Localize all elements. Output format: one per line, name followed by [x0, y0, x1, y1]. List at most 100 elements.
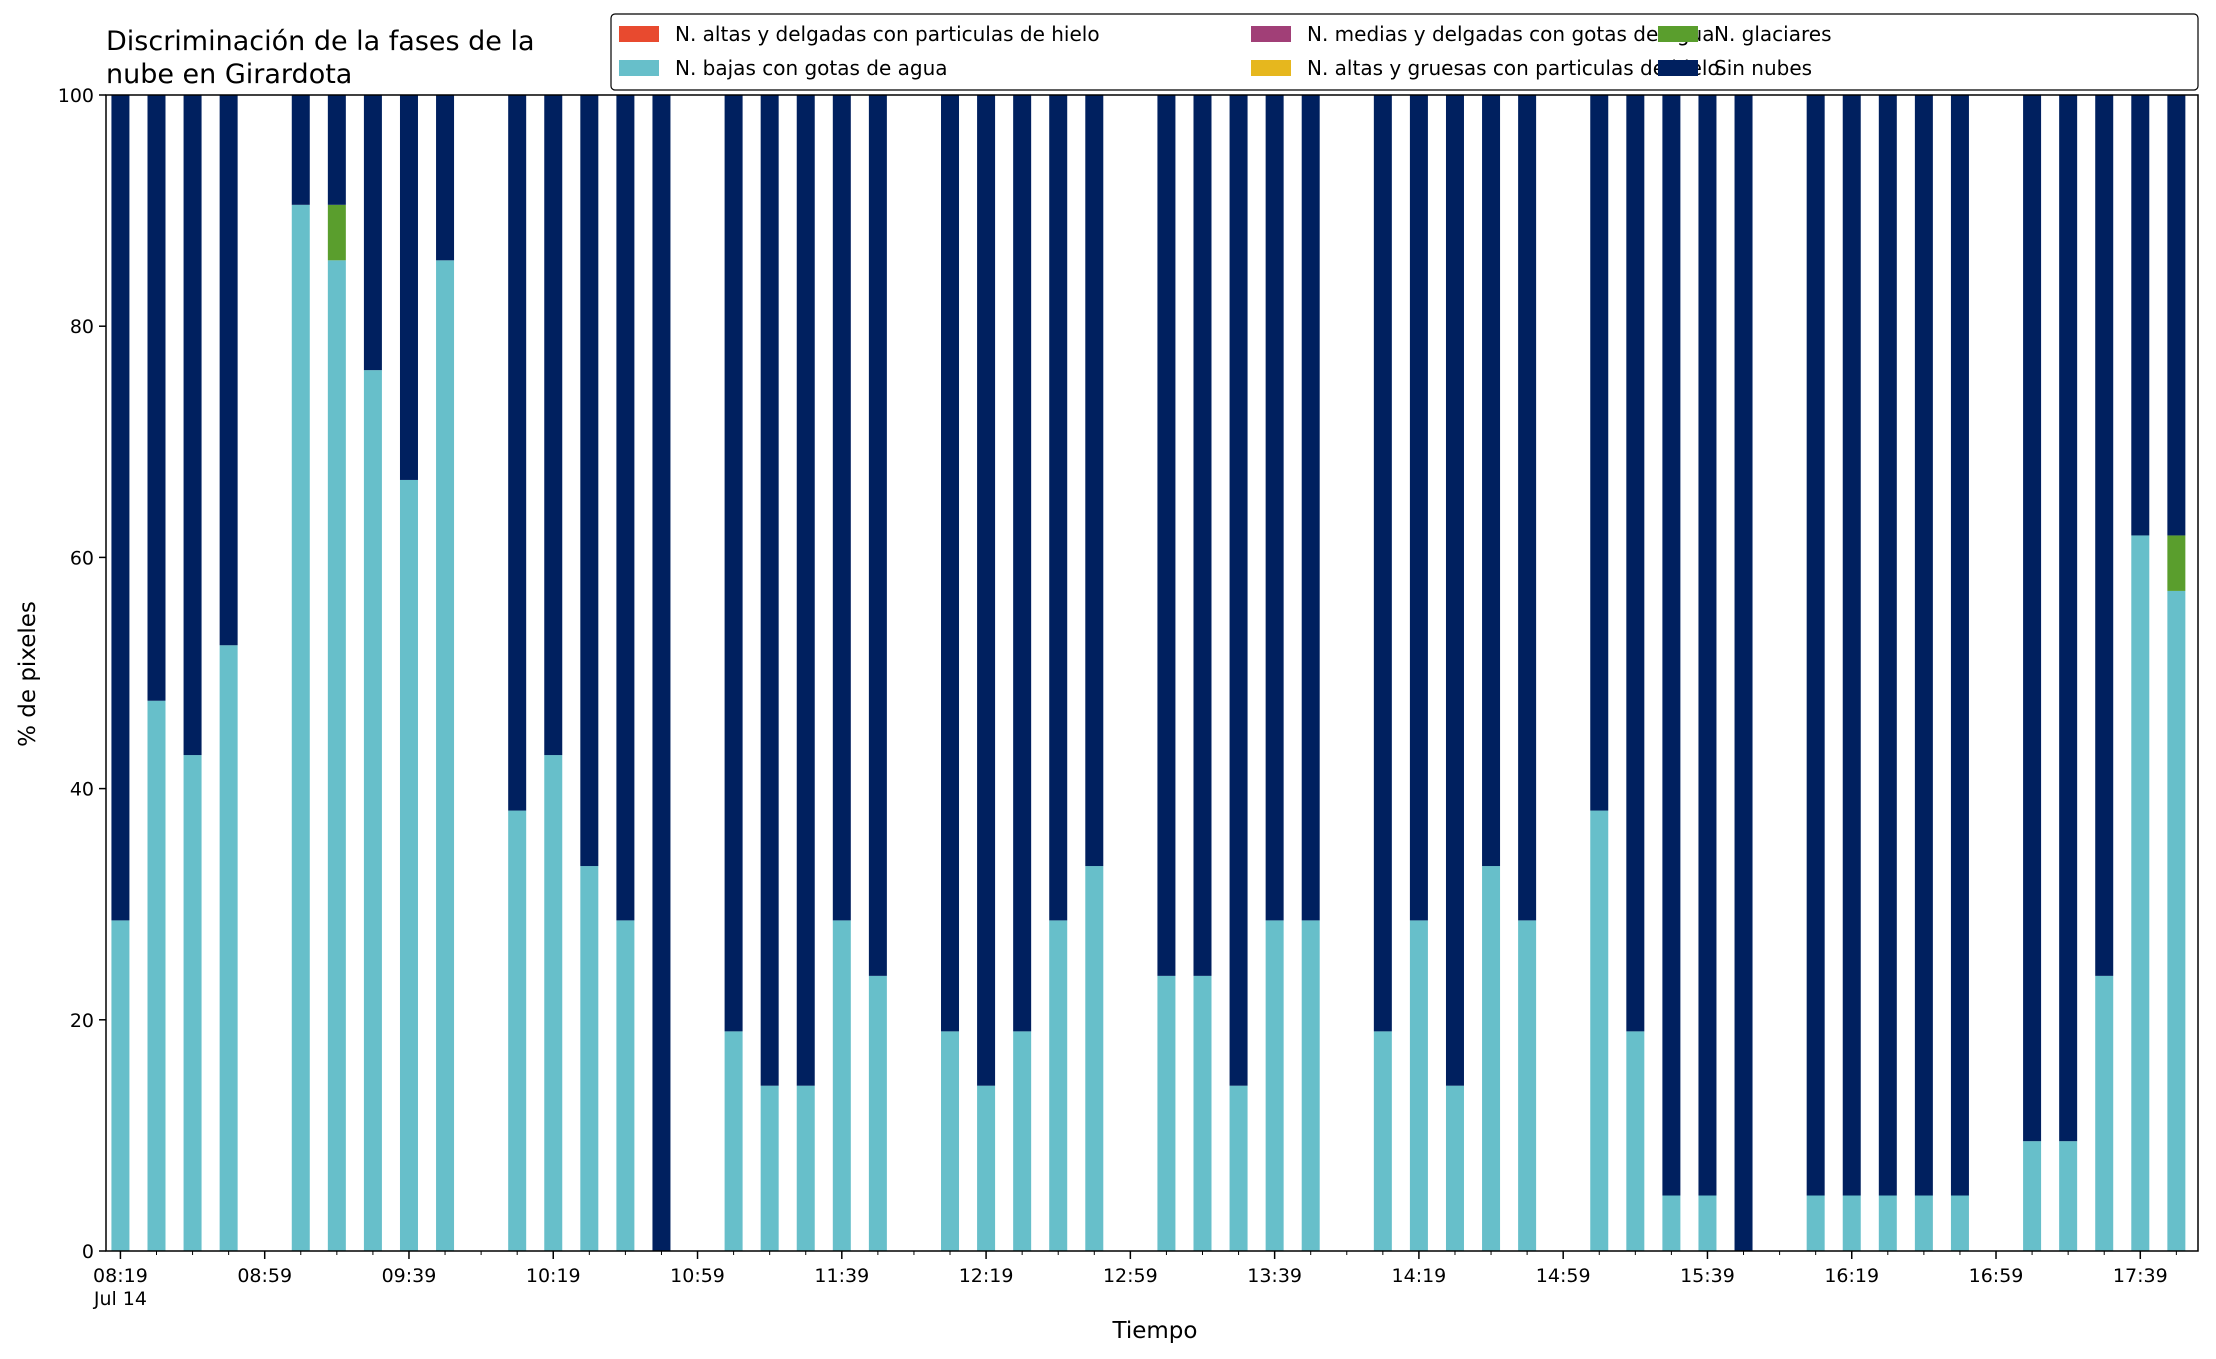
- legend-label: Sin nubes: [1714, 56, 1812, 80]
- legend-entry: Sin nubes: [1658, 56, 1812, 80]
- legend-entry: N. glaciares: [1658, 22, 1832, 46]
- bar-stack: [832, 95, 851, 1251]
- bar-segment-low-water: [399, 479, 418, 1251]
- bar-segment-clear-sky: [580, 95, 599, 867]
- bars-layer: [111, 95, 2186, 1252]
- bar-stack: [760, 95, 779, 1251]
- bar-segment-clear-sky: [399, 95, 418, 480]
- bar-stack: [1626, 95, 1645, 1251]
- bar-segment-low-water: [1085, 866, 1104, 1251]
- bar-segment-clear-sky: [1085, 95, 1104, 867]
- bar-stack: [1229, 95, 1248, 1251]
- y-tick-label: 100: [58, 85, 94, 107]
- bar-stack: [1950, 95, 1969, 1251]
- bar-segment-low-water: [1445, 1085, 1464, 1251]
- x-tick-label: 12:19: [959, 1265, 1014, 1287]
- bar-segment-clear-sky: [1590, 95, 1609, 811]
- x-tick-label: 16:59: [1969, 1265, 2024, 1287]
- bar-segment-low-water: [327, 260, 346, 1252]
- bar-stack: [1590, 95, 1609, 1251]
- bar-segment-clear-sky: [219, 95, 238, 646]
- bar-stack: [1265, 95, 1284, 1251]
- bar-stack: [2095, 95, 2114, 1251]
- bar-segment-low-water: [1590, 810, 1609, 1251]
- bar-segment-low-water: [1806, 1195, 1825, 1251]
- y-tick-label: 80: [70, 316, 94, 338]
- bar-segment-clear-sky: [1373, 95, 1392, 1032]
- x-tick-label: 11:39: [814, 1265, 869, 1287]
- bar-segment-clear-sky: [544, 95, 563, 756]
- bar-segment-clear-sky: [724, 95, 743, 1032]
- bar-stack: [363, 95, 382, 1251]
- bar-stack: [327, 95, 346, 1252]
- bar-segment-clear-sky: [291, 95, 310, 205]
- bar-segment-low-water: [1662, 1195, 1681, 1251]
- bar-stack: [1662, 95, 1681, 1251]
- bar-stack: [1842, 95, 1861, 1251]
- bar-segment-low-water: [2167, 590, 2186, 1251]
- bar-stack: [1157, 95, 1176, 1251]
- bar-segment-low-water: [219, 645, 238, 1251]
- bar-segment-clear-sky: [652, 95, 671, 1251]
- bar-segment-glacier: [327, 204, 346, 261]
- bar-segment-low-water: [1409, 920, 1428, 1251]
- legend-swatch: [1251, 26, 1291, 42]
- bar-segment-clear-sky: [1662, 95, 1681, 1196]
- bar-segment-clear-sky: [1626, 95, 1645, 1032]
- legend-label: N. altas y gruesas con particulas de hie…: [1307, 56, 1720, 80]
- bar-stack: [1049, 95, 1068, 1251]
- bar-segment-clear-sky: [1518, 95, 1537, 921]
- bar-stack: [941, 95, 960, 1251]
- bar-segment-low-water: [291, 204, 310, 1251]
- bar-stack: [652, 95, 671, 1251]
- bar-segment-clear-sky: [1842, 95, 1861, 1196]
- bar-stack: [616, 95, 635, 1251]
- bar-segment-clear-sky: [1049, 95, 1068, 921]
- y-tick-label: 20: [70, 1010, 94, 1032]
- x-tick-label: 17:39: [2113, 1265, 2168, 1287]
- x-tick-label: 16:19: [1824, 1265, 1879, 1287]
- bar-stack: [111, 95, 130, 1251]
- bar-stack: [544, 95, 563, 1251]
- bar-stack: [1914, 95, 1933, 1251]
- bar-segment-low-water: [1626, 1031, 1645, 1251]
- bar-stack: [2059, 95, 2078, 1251]
- bar-segment-clear-sky: [327, 95, 346, 205]
- bar-stack: [1806, 95, 1825, 1251]
- x-tick-label: 15:39: [1680, 1265, 1735, 1287]
- bar-stack: [1373, 95, 1392, 1251]
- legend-entry: N. medias y delgadas con gotas de agua: [1251, 22, 1715, 46]
- y-tick-label: 0: [82, 1241, 94, 1263]
- bar-segment-low-water: [868, 975, 887, 1251]
- bar-segment-clear-sky: [1157, 95, 1176, 976]
- bar-segment-clear-sky: [2167, 95, 2186, 536]
- legend-swatch: [619, 26, 659, 42]
- bar-segment-low-water: [1878, 1195, 1897, 1251]
- bar-segment-low-water: [977, 1085, 996, 1251]
- bar-segment-clear-sky: [508, 95, 527, 811]
- bar-segment-clear-sky: [1914, 95, 1933, 1196]
- bar-stack: [1409, 95, 1428, 1251]
- legend-swatch: [619, 60, 659, 76]
- bar-segment-low-water: [111, 920, 130, 1251]
- bar-segment-low-water: [1229, 1085, 1248, 1251]
- bar-stack: [1301, 95, 1320, 1251]
- bar-stack: [2131, 95, 2150, 1251]
- bar-segment-low-water: [1373, 1031, 1392, 1251]
- bar-segment-clear-sky: [436, 95, 455, 261]
- bar-segment-clear-sky: [760, 95, 779, 1086]
- bar-stack: [868, 95, 887, 1251]
- bar-segment-clear-sky: [977, 95, 996, 1086]
- bar-segment-low-water: [2059, 1141, 2078, 1251]
- x-tick-label: 12:59: [1103, 1265, 1158, 1287]
- bar-stack: [1193, 95, 1212, 1251]
- legend-label: N. bajas con gotas de agua: [675, 56, 948, 80]
- bar-segment-clear-sky: [2023, 95, 2042, 1142]
- x-tick-label: 10:19: [526, 1265, 581, 1287]
- legend-entry: N. altas y gruesas con particulas de hie…: [1251, 56, 1720, 80]
- bar-segment-low-water: [1301, 920, 1320, 1251]
- bar-segment-low-water: [1914, 1195, 1933, 1251]
- y-axis-label: % de pixeles: [15, 601, 41, 747]
- bar-stack: [1734, 95, 1753, 1251]
